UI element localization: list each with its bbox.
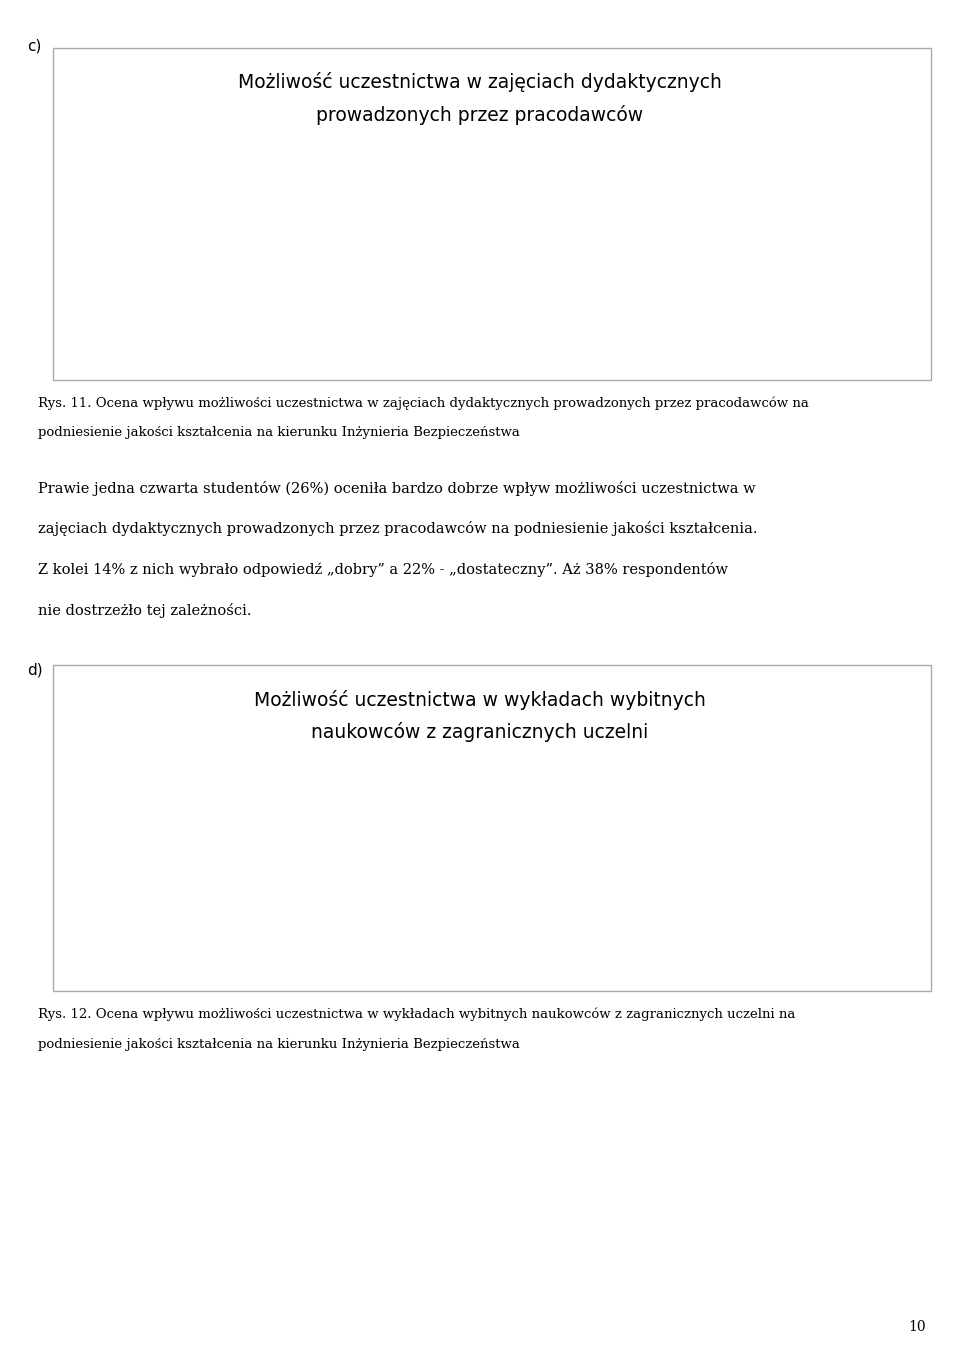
Polygon shape — [355, 307, 452, 315]
Bar — [355, 315, 429, 360]
Polygon shape — [531, 845, 628, 853]
Polygon shape — [707, 238, 780, 360]
Polygon shape — [707, 846, 780, 971]
Text: podniesienie jakości kształcenia na kierunku Inżynieria Bezpieczeństwa: podniesienie jakości kształcenia na kier… — [38, 426, 520, 440]
Polygon shape — [180, 956, 253, 971]
Polygon shape — [253, 268, 276, 360]
Polygon shape — [180, 276, 253, 360]
Polygon shape — [780, 230, 804, 360]
Text: 5%: 5% — [217, 932, 239, 947]
Text: naukowców z zagranicznych uczelni: naukowców z zagranicznych uczelni — [311, 722, 649, 743]
Polygon shape — [355, 315, 429, 360]
Polygon shape — [707, 838, 804, 846]
Text: 14%: 14% — [389, 291, 420, 306]
Text: 10: 10 — [909, 1320, 926, 1334]
Polygon shape — [605, 281, 628, 360]
Polygon shape — [429, 910, 452, 971]
Polygon shape — [355, 918, 429, 971]
Bar — [180, 956, 253, 971]
Text: zajęciach dydaktycznych prowadzonych przez pracodawców na podniesienie jakości k: zajęciach dydaktycznych prowadzonych prz… — [38, 521, 757, 536]
Text: Rys. 12. Ocena wpływu możliwości uczestnictwa w wykładach wybitnych naukowców z : Rys. 12. Ocena wpływu możliwości uczestn… — [38, 1008, 796, 1021]
Text: 22%: 22% — [564, 265, 595, 280]
Bar — [531, 853, 605, 971]
Text: 17%: 17% — [389, 895, 420, 909]
Bar — [707, 846, 780, 971]
Polygon shape — [780, 838, 804, 971]
Text: podniesienie jakości kształcenia na kierunku Inżynieria Bezpieczeństwa: podniesienie jakości kształcenia na kier… — [38, 1038, 520, 1051]
Text: Prawie jedna czwarta studentów (26%) oceniła bardzo dobrze wpływ możliwości ucze: Prawie jedna czwarta studentów (26%) oce… — [38, 481, 756, 496]
Text: Możliwość uczestnictwa w zajęciach dydaktycznych: Możliwość uczestnictwa w zajęciach dydak… — [238, 72, 722, 92]
Text: 26%: 26% — [213, 253, 244, 266]
Polygon shape — [531, 281, 628, 289]
Bar — [355, 918, 429, 971]
Polygon shape — [355, 910, 452, 918]
Text: Możliwość uczestnictwa w wykładach wybitnych: Możliwość uczestnictwa w wykładach wybit… — [254, 690, 706, 710]
Text: Rys. 11. Ocena wpływu możliwości uczestnictwa w zajęciach dydaktycznych prowadzo: Rys. 11. Ocena wpływu możliwości uczestn… — [38, 397, 809, 410]
Text: prowadzonych przez pracodawców: prowadzonych przez pracodawców — [317, 105, 643, 125]
Text: Z kolei 14% z nich wybrało odpowiedź „dobry” a 22% - „dostateczny”. Aż 38% respo: Z kolei 14% z nich wybrało odpowiedź „do… — [38, 562, 729, 577]
Polygon shape — [253, 948, 276, 971]
Bar — [531, 289, 605, 360]
Text: 40%: 40% — [740, 823, 771, 837]
Polygon shape — [531, 853, 605, 971]
Polygon shape — [180, 268, 276, 276]
Text: c): c) — [27, 38, 41, 53]
Text: nie dostrzeżło tej zależności.: nie dostrzeżło tej zależności. — [38, 603, 252, 618]
Text: d): d) — [27, 663, 42, 678]
Polygon shape — [707, 230, 804, 238]
Text: 38%: 38% — [564, 830, 595, 843]
Bar — [180, 276, 253, 360]
Bar — [707, 238, 780, 360]
Polygon shape — [531, 289, 605, 360]
Polygon shape — [180, 948, 276, 956]
Polygon shape — [429, 307, 452, 360]
Text: 38%: 38% — [740, 215, 771, 228]
Polygon shape — [605, 845, 628, 971]
